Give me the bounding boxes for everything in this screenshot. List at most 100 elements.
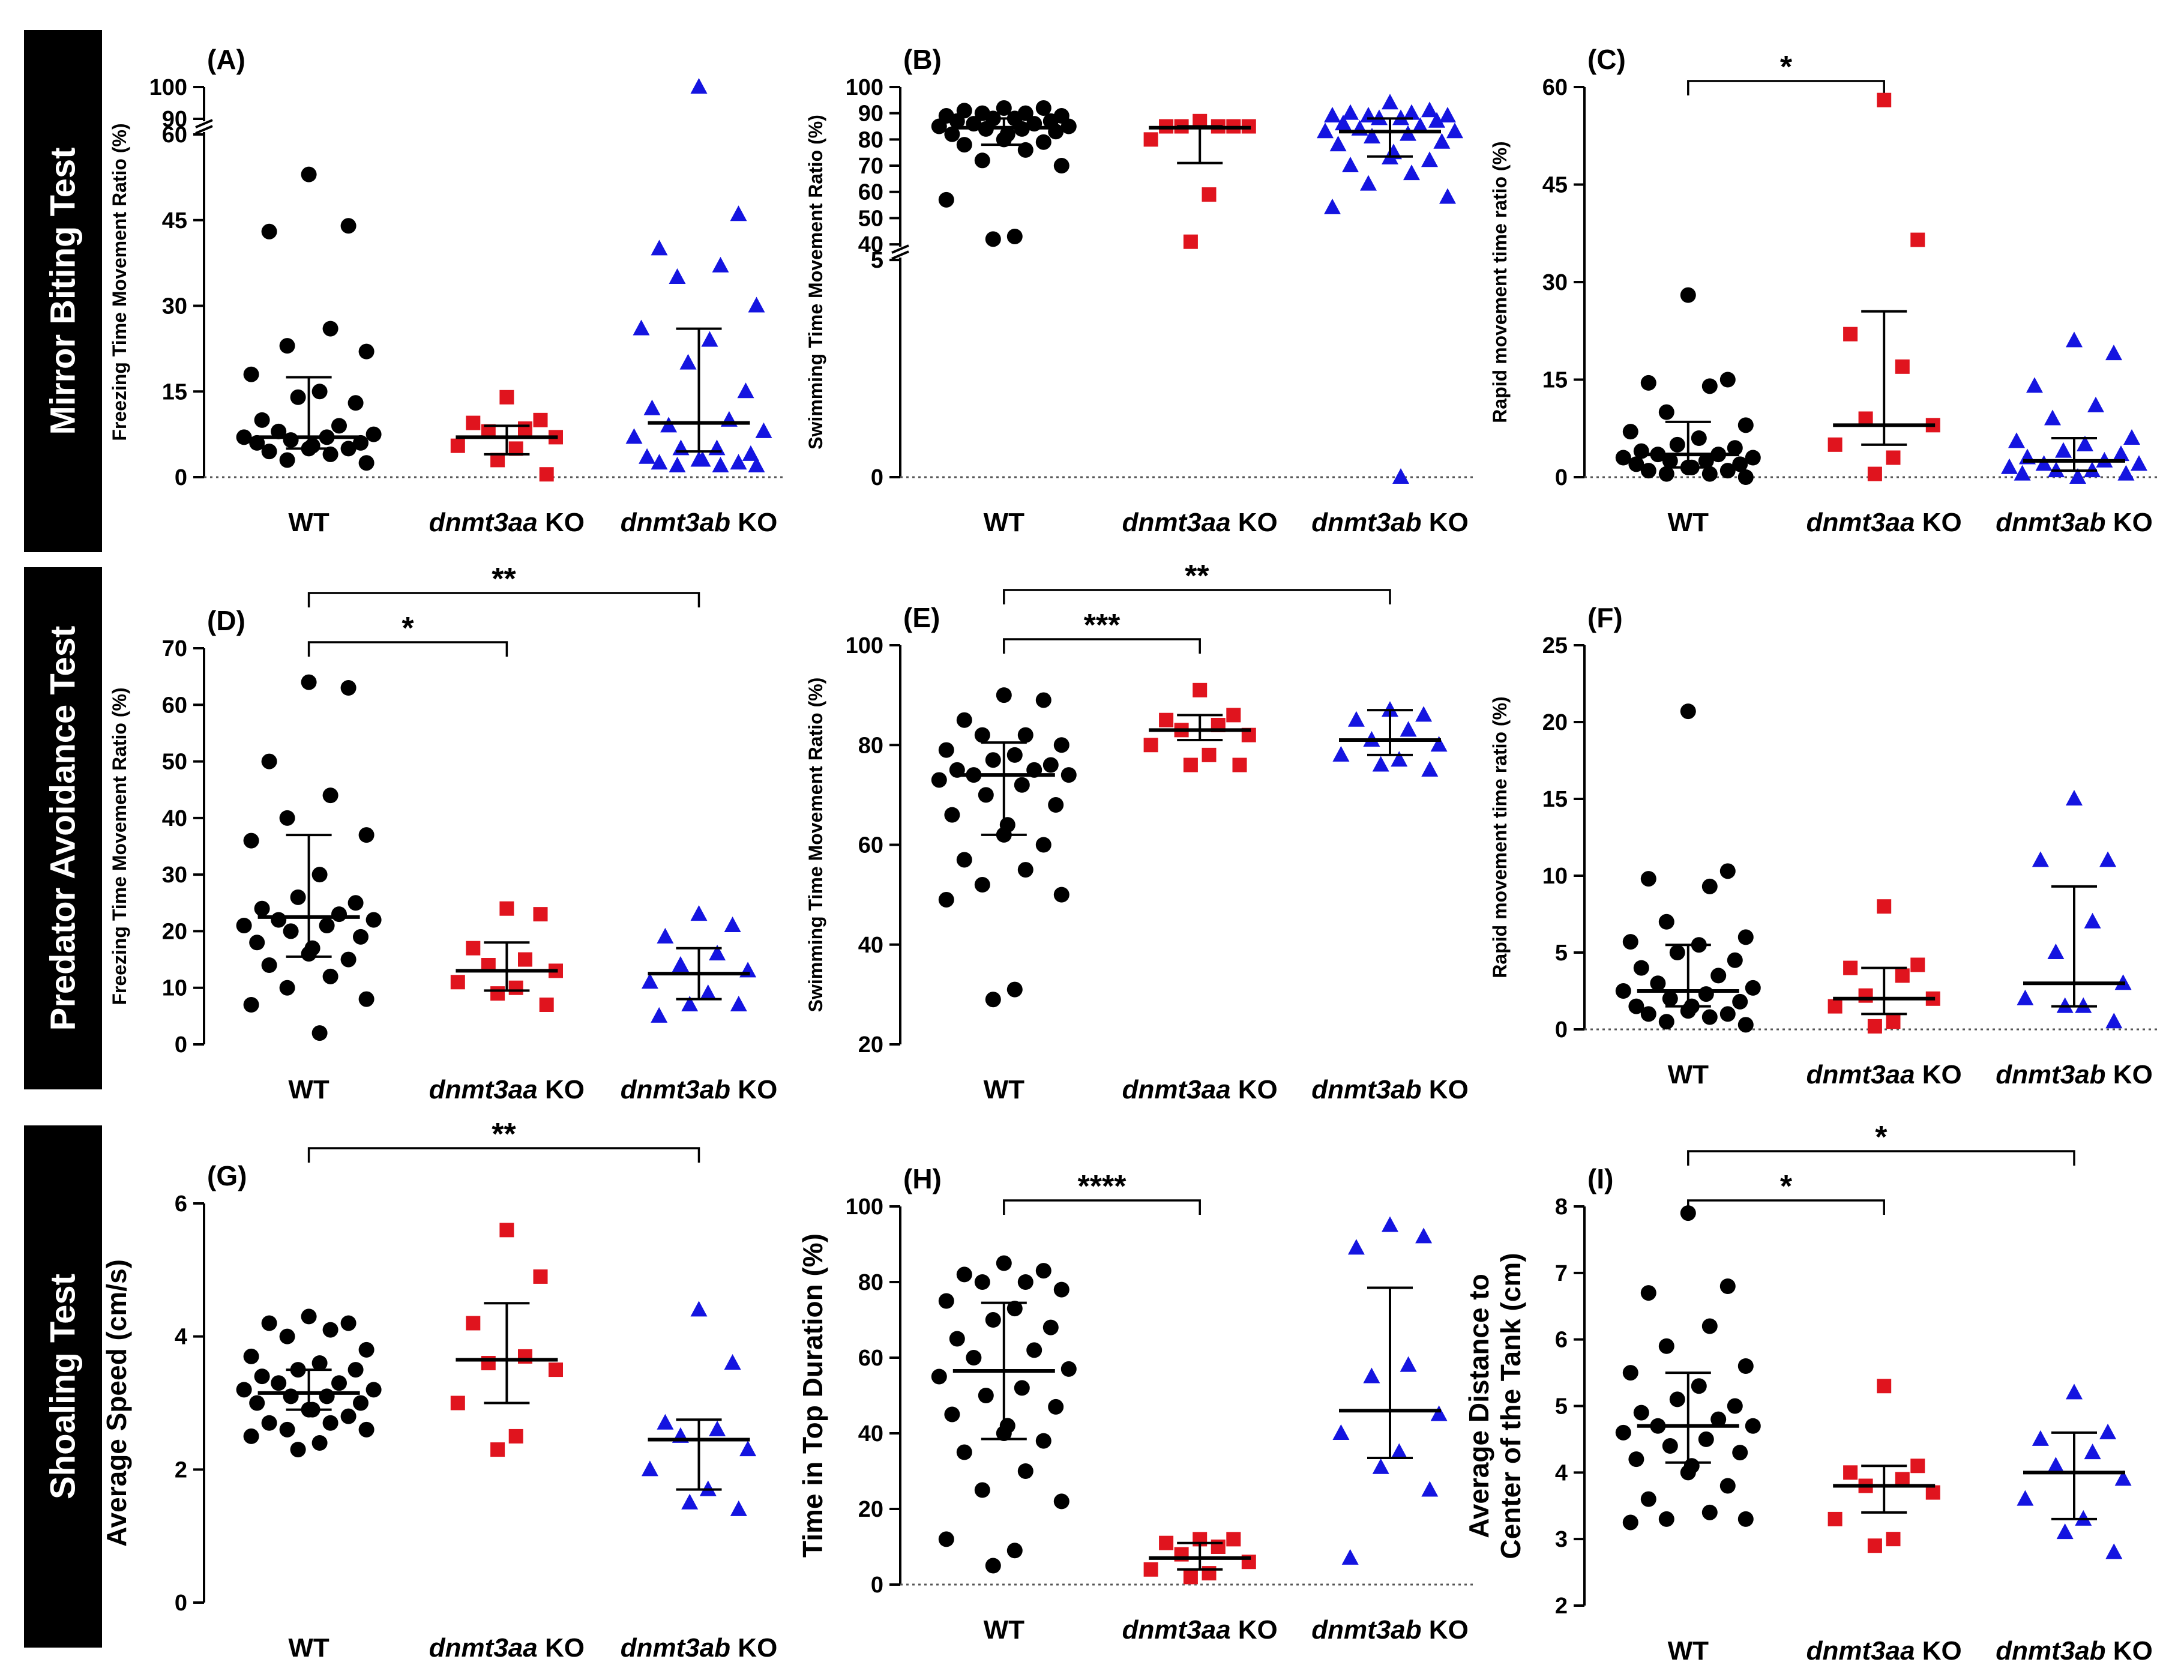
panel-label: (F) — [1587, 602, 1623, 633]
data-point — [1363, 1367, 1380, 1383]
data-point — [1421, 151, 1438, 167]
y-tick-label: 8 — [1555, 1194, 1568, 1220]
data-point — [249, 935, 265, 951]
data-point — [712, 456, 729, 472]
data-point — [2066, 790, 2083, 805]
data-point — [1658, 466, 1674, 482]
data-point — [1014, 777, 1030, 793]
data-point — [466, 941, 481, 956]
data-point — [1439, 107, 1456, 123]
data-point — [2035, 455, 2053, 471]
row-banner-shoaling: Shoaling Test — [24, 1125, 102, 1648]
data-point — [1143, 132, 1158, 147]
data-point — [1680, 703, 1696, 720]
x-tick-label: WT — [288, 1633, 329, 1663]
data-point — [1698, 1431, 1714, 1447]
data-point — [1053, 1493, 1069, 1510]
y-tick-label: 100 — [846, 75, 883, 100]
data-point — [1680, 1205, 1696, 1221]
y-tick-label: 50 — [162, 750, 187, 775]
panel-label: (A) — [207, 44, 245, 75]
data-point — [1650, 975, 1666, 992]
y-axis-label-line: Swimming Time Movement Ratio (%) — [805, 678, 826, 1013]
data-point — [974, 1274, 990, 1290]
data-point — [966, 1350, 982, 1365]
data-point — [641, 1460, 658, 1477]
data-point — [1658, 1014, 1674, 1030]
data-point — [2026, 377, 2043, 393]
data-point — [1430, 736, 1448, 752]
y-tick-label: 60 — [1542, 75, 1568, 100]
data-point — [1710, 968, 1727, 984]
data-point — [643, 399, 661, 415]
x-label-italic: dnmt3ab — [1996, 1636, 2105, 1666]
series-square — [1828, 1379, 1940, 1553]
data-point — [1017, 142, 1033, 158]
data-point — [533, 412, 548, 427]
data-point — [2032, 851, 2049, 867]
x-tick-label: WT — [288, 1075, 329, 1104]
y-axis-label: Swimming Time Movement Ratio (%) — [805, 115, 826, 450]
data-point — [322, 968, 338, 984]
significance-label: * — [1780, 1169, 1793, 1204]
data-point — [1226, 708, 1241, 723]
x-tick-label: dnmt3aa KO — [1806, 1060, 1962, 1089]
data-point — [1143, 1562, 1158, 1577]
data-point — [1669, 1391, 1685, 1408]
data-point — [1042, 757, 1059, 773]
x-label-italic: dnmt3aa — [1806, 1060, 1915, 1089]
data-point — [1035, 1433, 1051, 1449]
data-point — [1183, 757, 1198, 772]
data-point — [1391, 1443, 1408, 1459]
x-label-plain: KO — [1231, 1075, 1278, 1104]
data-point — [1701, 1504, 1718, 1520]
data-point — [254, 1368, 270, 1385]
x-label-plain: KO — [1422, 508, 1469, 537]
data-point — [949, 1331, 965, 1347]
x-tick-label: dnmt3ab KO — [1311, 508, 1469, 537]
x-tick-label: dnmt3ab KO — [1996, 1636, 2153, 1666]
panel-label: (G) — [207, 1160, 247, 1191]
data-point — [358, 827, 375, 843]
data-point — [279, 980, 295, 996]
data-point — [1828, 999, 1843, 1014]
data-point — [931, 772, 947, 788]
axis-break-mark — [195, 119, 213, 128]
data-point — [1053, 887, 1069, 903]
y-tick-label: 80 — [858, 1270, 883, 1295]
data-point — [938, 1293, 954, 1309]
data-point — [996, 100, 1012, 116]
data-point — [724, 917, 741, 932]
y-tick-label: 70 — [162, 636, 187, 661]
series-square — [1828, 899, 1940, 1034]
row-label-mirror-biting: Mirror Biting Test — [44, 147, 83, 435]
y-tick-label: 10 — [162, 976, 187, 1001]
x-label-plain: KO — [2106, 1060, 2153, 1089]
series-circle — [931, 687, 1077, 1008]
series-square — [1143, 113, 1256, 249]
x-tick-label: dnmt3ab KO — [621, 1075, 778, 1104]
panel-label: (I) — [1587, 1163, 1613, 1194]
data-point — [1867, 1538, 1882, 1553]
data-point — [283, 432, 299, 448]
data-point — [1737, 1511, 1754, 1527]
data-point — [669, 456, 686, 472]
data-point — [1347, 1239, 1365, 1255]
data-point — [724, 1354, 741, 1370]
data-point — [340, 441, 356, 457]
panel-i: 2 3 4 5 6 7 8 Average Distance toCenter of the … — [1463, 1120, 2153, 1666]
data-point — [985, 752, 1001, 768]
data-point — [261, 753, 277, 769]
data-point — [279, 810, 295, 826]
x-label-italic: dnmt3ab — [1311, 508, 1421, 537]
data-point — [466, 1316, 481, 1331]
x-tick-label: dnmt3aa KO — [1806, 1636, 1962, 1666]
row-banner-mirror-biting: Mirror Biting Test — [24, 30, 102, 552]
data-point — [1877, 1379, 1892, 1394]
data-point — [1026, 1342, 1042, 1358]
x-label-italic: dnmt3aa — [429, 1633, 538, 1663]
y-tick-label: 2 — [175, 1457, 187, 1483]
data-point — [699, 984, 717, 1001]
y-axis-label: Freezing Time Movement Ratio (%) — [109, 123, 130, 441]
